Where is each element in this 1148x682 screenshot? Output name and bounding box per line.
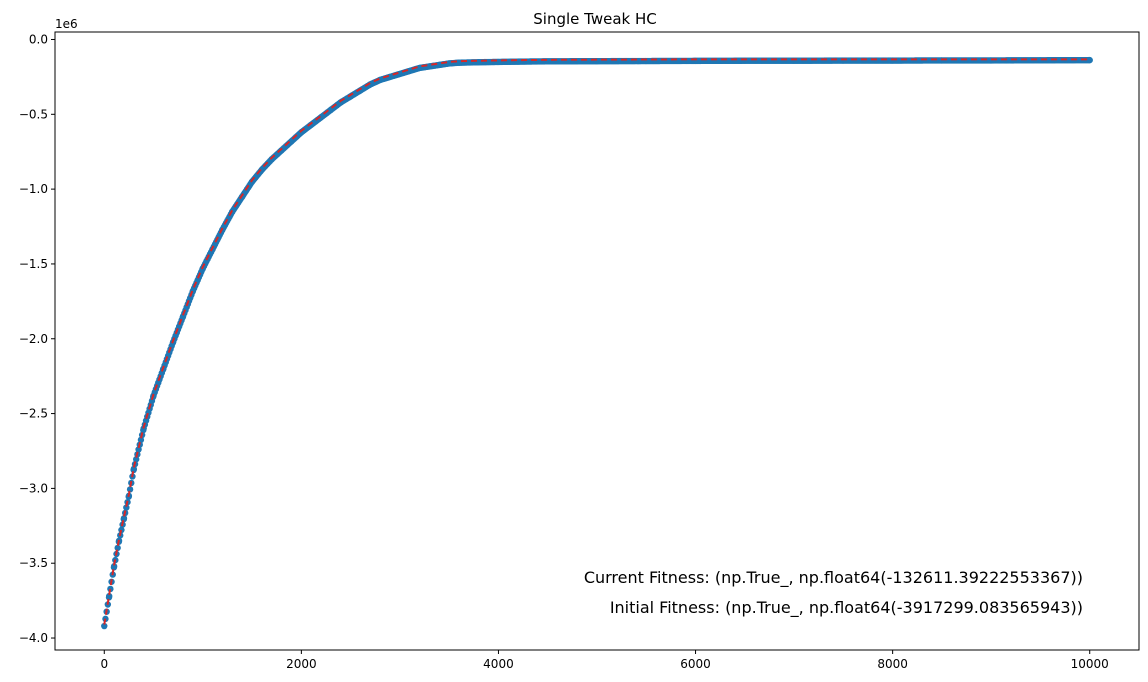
- data-point: [101, 622, 108, 630]
- data-point: [106, 592, 113, 600]
- y-tick-label: −2.5: [19, 407, 48, 421]
- x-tick-label: 0: [100, 657, 108, 671]
- data-point: [110, 563, 118, 570]
- annotation-current-fitness: Current Fitness: (np.True_, np.float64(-…: [584, 568, 1083, 588]
- y-tick-label: 0.0: [29, 32, 48, 46]
- y-tick-label: −3.0: [19, 481, 48, 495]
- data-point: [120, 515, 128, 522]
- data-point: [123, 504, 130, 511]
- data-point: [135, 446, 142, 453]
- y-tick-label: −1.5: [19, 257, 48, 271]
- y-tick-label: −1.0: [19, 182, 48, 196]
- data-point: [107, 585, 114, 593]
- annotation-initial-fitness: Initial Fitness: (np.True_, np.float64(-…: [610, 598, 1083, 618]
- x-tick-label: 2000: [286, 657, 317, 671]
- y-tick-label: −2.0: [19, 332, 48, 346]
- series-red-line: [103, 58, 1090, 625]
- y-tick-label: −3.5: [19, 556, 48, 570]
- data-point: [130, 465, 138, 473]
- data-point: [1086, 56, 1093, 64]
- x-tick-label: 6000: [680, 657, 711, 671]
- series-blue-markers: [101, 56, 1093, 630]
- x-tick-label: 4000: [483, 657, 514, 671]
- ticks-layer: 0 2000 4000 6000 8000 10000 0.0 −0.5 −1.0 −1.5 −2.…: [19, 32, 1109, 671]
- data-point: [137, 436, 145, 444]
- data-layer: [101, 56, 1093, 630]
- y-offset-label: 1e6: [55, 17, 78, 31]
- chart-title: Single Tweak HC: [533, 10, 656, 28]
- y-tick-label: −4.0: [19, 631, 48, 645]
- data-point: [126, 486, 134, 493]
- x-tick-label: 8000: [877, 657, 908, 671]
- plot-area-frame: [54, 31, 1140, 651]
- x-tick-label: 10000: [1071, 657, 1109, 671]
- data-point: [133, 456, 140, 463]
- y-tick-label: −0.5: [19, 107, 48, 121]
